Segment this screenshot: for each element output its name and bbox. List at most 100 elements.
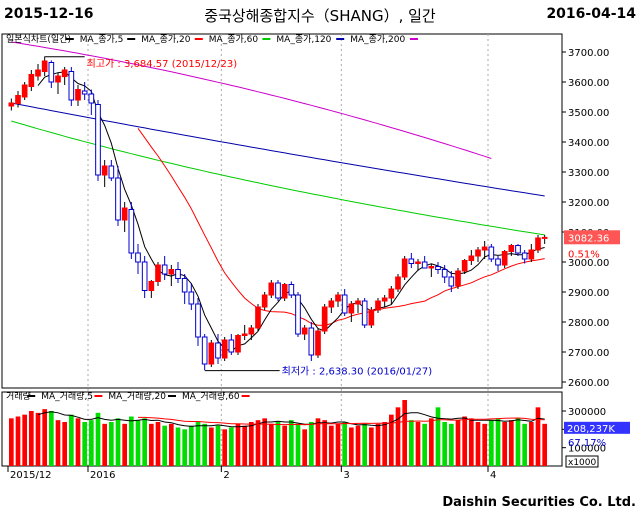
volume-ma5-line [37,411,545,428]
volume-bar [75,418,81,466]
candle-body [455,270,461,287]
candle-body [21,84,28,98]
candle-body [161,264,168,275]
candle-body [528,249,535,260]
last-volume-label: 208,237K [567,424,615,435]
candle-body [488,246,495,260]
volume-bar [155,422,161,466]
x-tick-label: 2 [223,470,229,481]
price-tick-label: 3200.00 [568,198,609,209]
price-tick-label: 3400.00 [568,138,609,149]
candle-body [55,75,61,83]
candle-body [281,284,288,299]
candle-body [268,282,275,296]
volume-bar [189,425,194,466]
chart-title: 중국상해종합지수（SHANG）, 일간 [204,7,436,25]
volume-ma20-line [138,416,545,426]
candle-body [448,276,455,287]
last-ratio-label: 67.17% [568,438,606,449]
volume-tick-label: 300000 [568,407,606,418]
candle-body [181,278,188,293]
candle-body [155,264,161,282]
candle-body [275,282,281,299]
candle-body [515,245,521,254]
candle-body [408,258,415,264]
volume-bar [435,407,441,466]
candle-body [141,261,148,291]
volume-bar [529,422,534,466]
candle-body [415,261,421,264]
candle-body [381,297,388,302]
volume-bar [222,429,227,466]
volume-bar [269,423,274,466]
volume-bar [282,425,287,466]
volume-legend-label: MA_거래량,5 [41,390,93,402]
price-tick-label: 2700.00 [568,348,609,359]
candle-body [541,236,548,239]
volume-bar [315,418,321,466]
volume-bar [262,418,267,466]
candle-body [128,209,135,254]
price-panel-frame [1,33,563,389]
x-tick-label: 2015/12 [10,470,52,481]
volume-bar [15,416,21,466]
candle-body [441,269,448,278]
volume-bar [522,423,527,466]
candle-body [115,177,121,221]
candle-body [295,294,301,335]
volume-bar [369,427,374,466]
volume-bar [442,422,447,466]
volume-bar [542,423,547,466]
candle-body [368,309,375,326]
volume-bar [175,427,181,466]
volume-bar [335,423,341,466]
candle-body [48,62,55,83]
volume-bar [169,423,174,466]
candle-body [41,60,48,72]
price-legend-label: 일본식차트(일간) [6,33,71,45]
candle-body [495,258,501,266]
volume-bar [135,420,141,466]
volume-bar [355,425,361,466]
volume-bar [249,422,254,466]
volume-bar [449,423,454,466]
volume-bar [509,420,514,466]
candle-body [361,300,368,326]
candle-body [221,339,228,359]
x-tick-label: 2016 [90,470,115,481]
volume-bar [475,422,481,466]
volume-bar [409,420,414,466]
volume-bar [382,422,387,466]
candle-body [135,252,141,263]
candle-body [208,342,215,365]
candle-body [535,237,541,251]
candle-body [15,95,21,105]
stock-chart: 3700.00 3600.00 3500.00 3400.00 3300.00 3200.… [0,28,640,494]
candle-body [195,303,201,338]
volume-bar [9,418,14,466]
candle-body [421,261,428,269]
volume-bar [69,414,74,466]
volume-bar [489,420,494,466]
volume-bar [389,414,394,466]
price-panel: 3700.00 3600.00 3500.00 3400.00 3300.00 3200.… [1,33,620,466]
volume-legend-label: MA_거래량,60 [182,390,240,402]
candle-body [375,300,381,311]
volume-bar [462,416,467,466]
volume-bar [35,412,41,466]
price-tick-label: 3700.00 [568,48,609,59]
volume-bar [395,407,401,466]
candle-body [475,249,481,257]
candle-body [35,69,41,77]
volume-bar [429,418,434,466]
volume-bar [49,411,54,466]
candle-body [521,252,528,260]
volume-bar [82,422,87,466]
candle-body [428,266,435,269]
volume-bar [322,420,327,466]
volume-bar [95,412,101,466]
volume-bar [515,418,521,466]
candle-body [508,245,515,252]
volume-bar [495,418,501,466]
volume-bar [422,423,427,466]
